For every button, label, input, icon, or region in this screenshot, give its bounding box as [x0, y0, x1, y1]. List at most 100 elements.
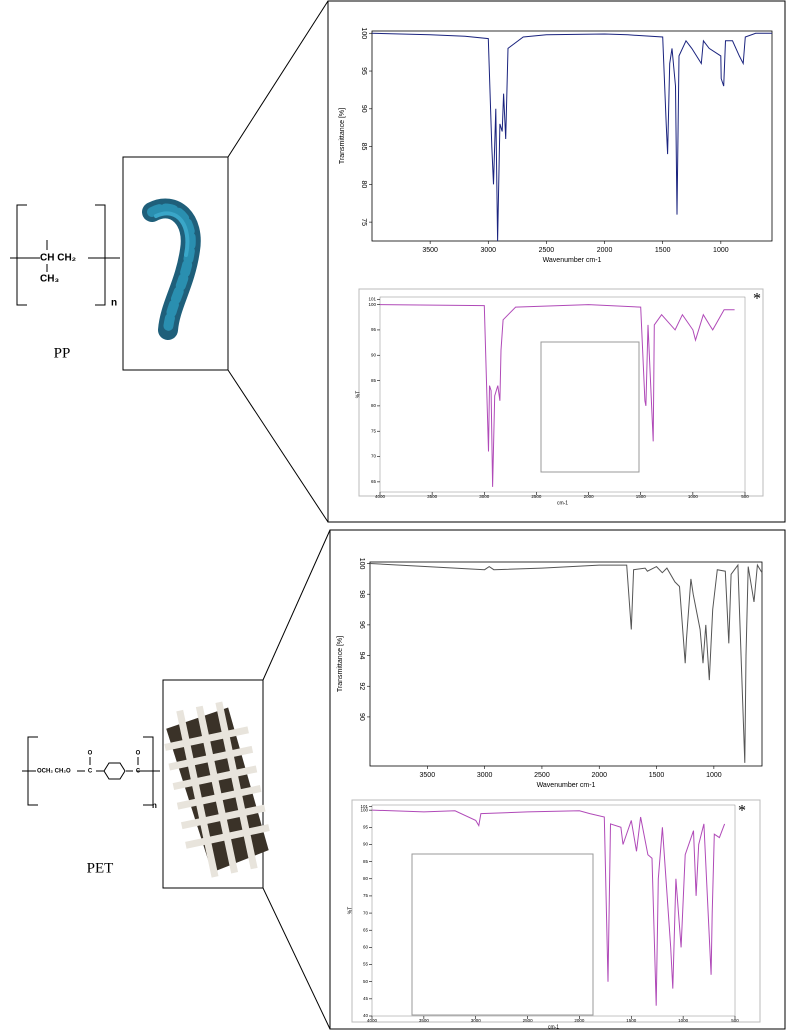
x-tick-label: 3000	[477, 772, 493, 779]
connector	[227, 0, 329, 158]
y-tick-label: 100	[358, 558, 365, 570]
spectrum-line	[379, 304, 735, 487]
y-tick-label: 90	[363, 842, 369, 847]
inset-box	[540, 341, 640, 473]
y-axis-label: %T	[355, 391, 361, 399]
spectrum-line	[371, 32, 772, 242]
y-tick-label: 85	[363, 859, 369, 864]
x-axis-label: Wavenumber cm-1	[537, 782, 596, 789]
y-tick-label: 90	[358, 713, 365, 721]
y-tick-label: 75	[371, 428, 377, 433]
y-tick-label: 85	[360, 143, 367, 151]
x-tick-label: 1000	[678, 1018, 689, 1023]
y-tick-label: 95	[360, 67, 367, 75]
pet-carbon: C	[88, 769, 93, 775]
y-tick-label: 80	[363, 876, 369, 881]
pp-structure	[10, 204, 120, 306]
x-tick-label: 3500	[419, 1018, 430, 1023]
pp-structure-main: CH CH₂	[40, 253, 76, 264]
pet-repeat: n	[152, 801, 157, 810]
y-tick-label: 80	[360, 180, 367, 188]
y-tick-label: 65	[371, 479, 377, 484]
x-tick-label: 2000	[597, 247, 613, 254]
spectrum-line	[371, 809, 726, 1006]
y-tick-label: 100	[360, 807, 368, 812]
x-tick-label: 3000	[479, 494, 490, 499]
x-tick-label: 4000	[375, 494, 386, 499]
x-tick-label: 1000	[688, 494, 699, 499]
pp-repeat: n	[111, 298, 117, 309]
pp-label: PP	[54, 345, 71, 361]
x-tick-label: 3000	[480, 247, 496, 254]
y-tick-label: 95	[363, 824, 369, 829]
x-tick-label: 500	[731, 1018, 739, 1023]
y-tick-label: 100	[360, 27, 367, 39]
y-axis-label: Transmittance [%]	[337, 636, 344, 692]
reference-frame	[351, 799, 761, 1023]
y-tick-label: 40	[363, 1013, 369, 1018]
y-tick-label: 80	[371, 403, 377, 408]
plot-area	[371, 30, 773, 242]
inset-box	[411, 853, 594, 1016]
y-tick-label: 94	[358, 652, 365, 660]
x-tick-label: 1000	[713, 247, 729, 254]
x-tick-label: 1000	[706, 772, 722, 779]
x-tick-label: 2000	[591, 772, 607, 779]
y-tick-label: 101	[360, 804, 368, 809]
x-tick-label: 2500	[534, 772, 550, 779]
y-tick-label: 50	[363, 979, 369, 984]
y-tick-label: 70	[371, 454, 377, 459]
pet-oxygen: O	[136, 751, 141, 757]
x-tick-label: 4000	[367, 1018, 378, 1023]
y-tick-label: 60	[363, 945, 369, 950]
pp-frame	[327, 0, 786, 523]
x-tick-label: 1500	[626, 1018, 637, 1023]
annotation: *	[753, 291, 761, 308]
y-tick-label: 75	[360, 218, 367, 226]
y-tick-label: 98	[358, 590, 365, 598]
y-tick-label: 101	[368, 297, 376, 302]
x-tick-label: 2500	[531, 494, 542, 499]
x-axis-label: cm-1	[557, 500, 568, 506]
pet-frame	[329, 529, 786, 1030]
plot-area	[371, 804, 736, 1017]
y-tick-label: 70	[363, 910, 369, 915]
y-axis-label: %T	[347, 907, 353, 915]
connector	[227, 369, 329, 523]
y-tick-label: 55	[363, 962, 369, 967]
pet-label: PET	[87, 860, 114, 876]
x-tick-label: 500	[741, 494, 749, 499]
pp-photo	[142, 198, 201, 340]
x-tick-label: 1500	[655, 247, 671, 254]
plot-area	[369, 561, 763, 767]
plot-area	[379, 296, 746, 493]
x-tick-label: 1500	[649, 772, 665, 779]
pet-photo-box	[162, 679, 264, 889]
y-tick-label: 90	[360, 105, 367, 113]
x-tick-label: 1500	[636, 494, 647, 499]
x-axis-label: Wavenumber cm-1	[543, 257, 602, 264]
y-tick-label: 45	[363, 996, 369, 1001]
y-tick-label: 65	[363, 927, 369, 932]
y-tick-label: 96	[358, 621, 365, 629]
x-tick-label: 2000	[584, 494, 595, 499]
connector	[262, 529, 331, 681]
y-tick-label: 92	[358, 682, 365, 690]
x-tick-label: 3500	[420, 772, 436, 779]
x-axis-label: cm-1	[548, 1024, 559, 1030]
y-tick-label: 75	[363, 893, 369, 898]
x-tick-label: 3500	[422, 247, 438, 254]
x-tick-label: 3000	[471, 1018, 482, 1023]
y-axis-label: Transmittance [%]	[339, 108, 346, 164]
pp-structure-side: CH₃	[40, 274, 59, 285]
y-tick-label: 100	[368, 302, 376, 307]
pet-carbon: C	[136, 769, 141, 775]
x-tick-label: 2500	[539, 247, 555, 254]
y-tick-label: 95	[371, 327, 377, 332]
pp-photo-box	[122, 156, 229, 371]
y-tick-label: 85	[371, 378, 377, 383]
spectrum-line	[369, 563, 763, 763]
x-tick-label: 3500	[427, 494, 438, 499]
pet-oxygen: O	[88, 751, 93, 757]
